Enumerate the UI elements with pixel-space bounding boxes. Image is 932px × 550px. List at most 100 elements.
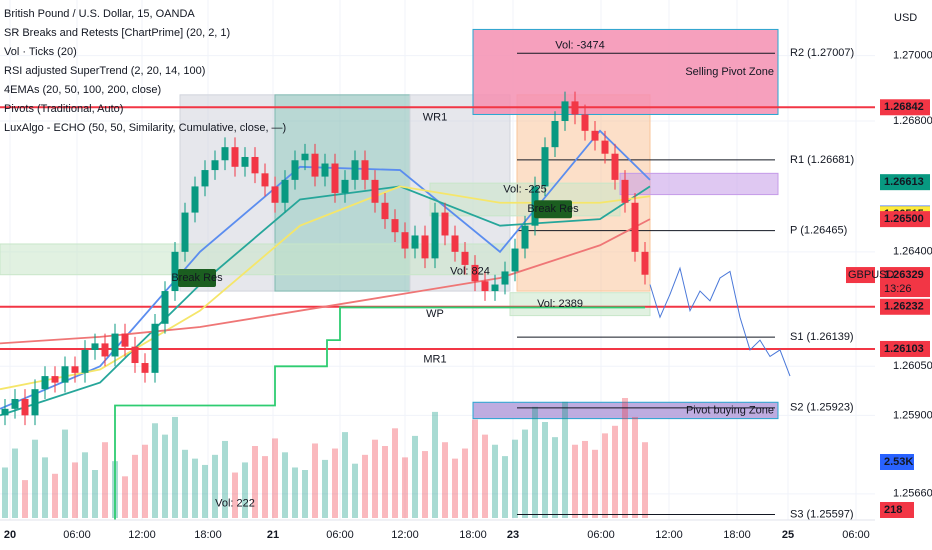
x-tick-label: 12:00 (391, 529, 419, 541)
candle-body (551, 121, 559, 148)
volume-bar (292, 467, 298, 518)
y-tick-label: 1.26050 (893, 360, 932, 372)
candle-body (391, 219, 399, 233)
volume-bar (372, 439, 378, 518)
candle-body (281, 179, 289, 203)
candle-body (481, 281, 489, 292)
candle-body (231, 147, 239, 167)
x-tick-label: 18:00 (194, 529, 222, 541)
candle-body (581, 114, 589, 131)
candle-body (301, 153, 309, 161)
candle-body (131, 346, 139, 364)
volume-bar (602, 433, 608, 518)
volume-bar (242, 462, 248, 518)
candle-body (121, 333, 129, 347)
candle-body (91, 343, 99, 350)
candle-body (441, 212, 449, 236)
candle-body (201, 170, 209, 187)
symbol-tag (846, 267, 875, 284)
x-tick-label: 06:00 (587, 529, 615, 541)
volume-bar (62, 429, 68, 518)
candle-body (141, 363, 149, 373)
price-tag (880, 99, 930, 116)
x-tick-label: 06:00 (63, 529, 91, 541)
candle-body (631, 202, 639, 252)
candle-body (21, 398, 29, 416)
annotation: Vol: 2389 (537, 298, 583, 310)
annotation: MR1 (423, 354, 446, 366)
candle-body (341, 179, 349, 193)
y-tick-label: 1.25660 (893, 488, 932, 500)
time-axis-bg (0, 520, 875, 550)
volume-bar (562, 401, 568, 518)
volume-bar (142, 444, 148, 518)
y-tick-label: 1.27000 (893, 50, 932, 62)
candle-body (401, 232, 409, 249)
volume-bar (312, 443, 318, 518)
pivot-label: P (1.26465) (790, 224, 847, 236)
volume-bar (12, 448, 18, 518)
price-tag-label: 1.26103 (884, 343, 924, 355)
indicator-line (114, 306, 645, 520)
candle-body (351, 160, 359, 180)
pivot-label: S2 (1.25923) (790, 402, 854, 414)
candle-body (491, 284, 499, 292)
zone-label: Pivot buying Zone (686, 404, 774, 416)
volume-bar (362, 454, 368, 518)
legend-line: British Pound / U.S. Dollar, 15, OANDA (4, 8, 195, 20)
zone (472, 28, 779, 115)
candle-body (381, 202, 389, 220)
price-tag (880, 340, 930, 357)
pivot-label: R2 (1.27007) (790, 47, 854, 59)
candle-body (31, 389, 39, 416)
x-tick-label: 18:00 (723, 529, 751, 541)
candle-body (171, 251, 179, 292)
currency: USD (894, 12, 917, 24)
volume-bar (502, 456, 508, 518)
indicator-line (0, 185, 651, 417)
volume-bar (422, 451, 428, 518)
volume-bar (202, 464, 208, 518)
volume-bar (182, 449, 188, 518)
candle-body (591, 130, 599, 141)
candle-body (521, 225, 529, 249)
x-tick-label: 21 (267, 529, 279, 541)
y-tick-label: 1.26800 (893, 115, 932, 127)
candle-body (161, 291, 169, 324)
badge (178, 268, 216, 287)
x-tick-label: 12:00 (655, 529, 683, 541)
volume-tag (880, 454, 914, 470)
candle-body (511, 248, 519, 272)
indicator-line (0, 185, 651, 391)
box (509, 292, 651, 317)
volume-bar (352, 463, 358, 518)
volume-tag (880, 502, 914, 518)
volume-bar (342, 432, 348, 518)
legend-line: LuxAlgo - ECHO (50, 50, Similarity, Cumu… (4, 122, 286, 134)
volume-bar (272, 438, 278, 518)
volume-bar (622, 398, 628, 518)
x-tick-label: 25 (782, 529, 794, 541)
volume-bar (2, 467, 8, 518)
volume-bar (332, 448, 338, 518)
badge-label: Break Res (527, 203, 579, 215)
volume-bar (382, 446, 388, 518)
candle-body (361, 160, 369, 180)
x-tick-label: 06:00 (842, 529, 870, 541)
candle-body (71, 366, 79, 373)
pivot-label: S1 (1.26139) (790, 331, 854, 343)
volume-bar (302, 470, 308, 518)
legend-line: Vol · Ticks (20) (4, 46, 77, 58)
zone-label: Selling Pivot Zone (685, 66, 774, 78)
candle-body (101, 343, 109, 357)
volume-bar (522, 429, 528, 518)
candle-body (241, 156, 249, 167)
volume-bar (92, 470, 98, 518)
y-tick-label: 1.25900 (893, 409, 932, 421)
candle-body (641, 251, 649, 275)
volume-bar (442, 442, 448, 518)
badge-label: Break Res (171, 272, 223, 284)
candle-body (561, 101, 569, 122)
indicator-line (649, 266, 791, 377)
